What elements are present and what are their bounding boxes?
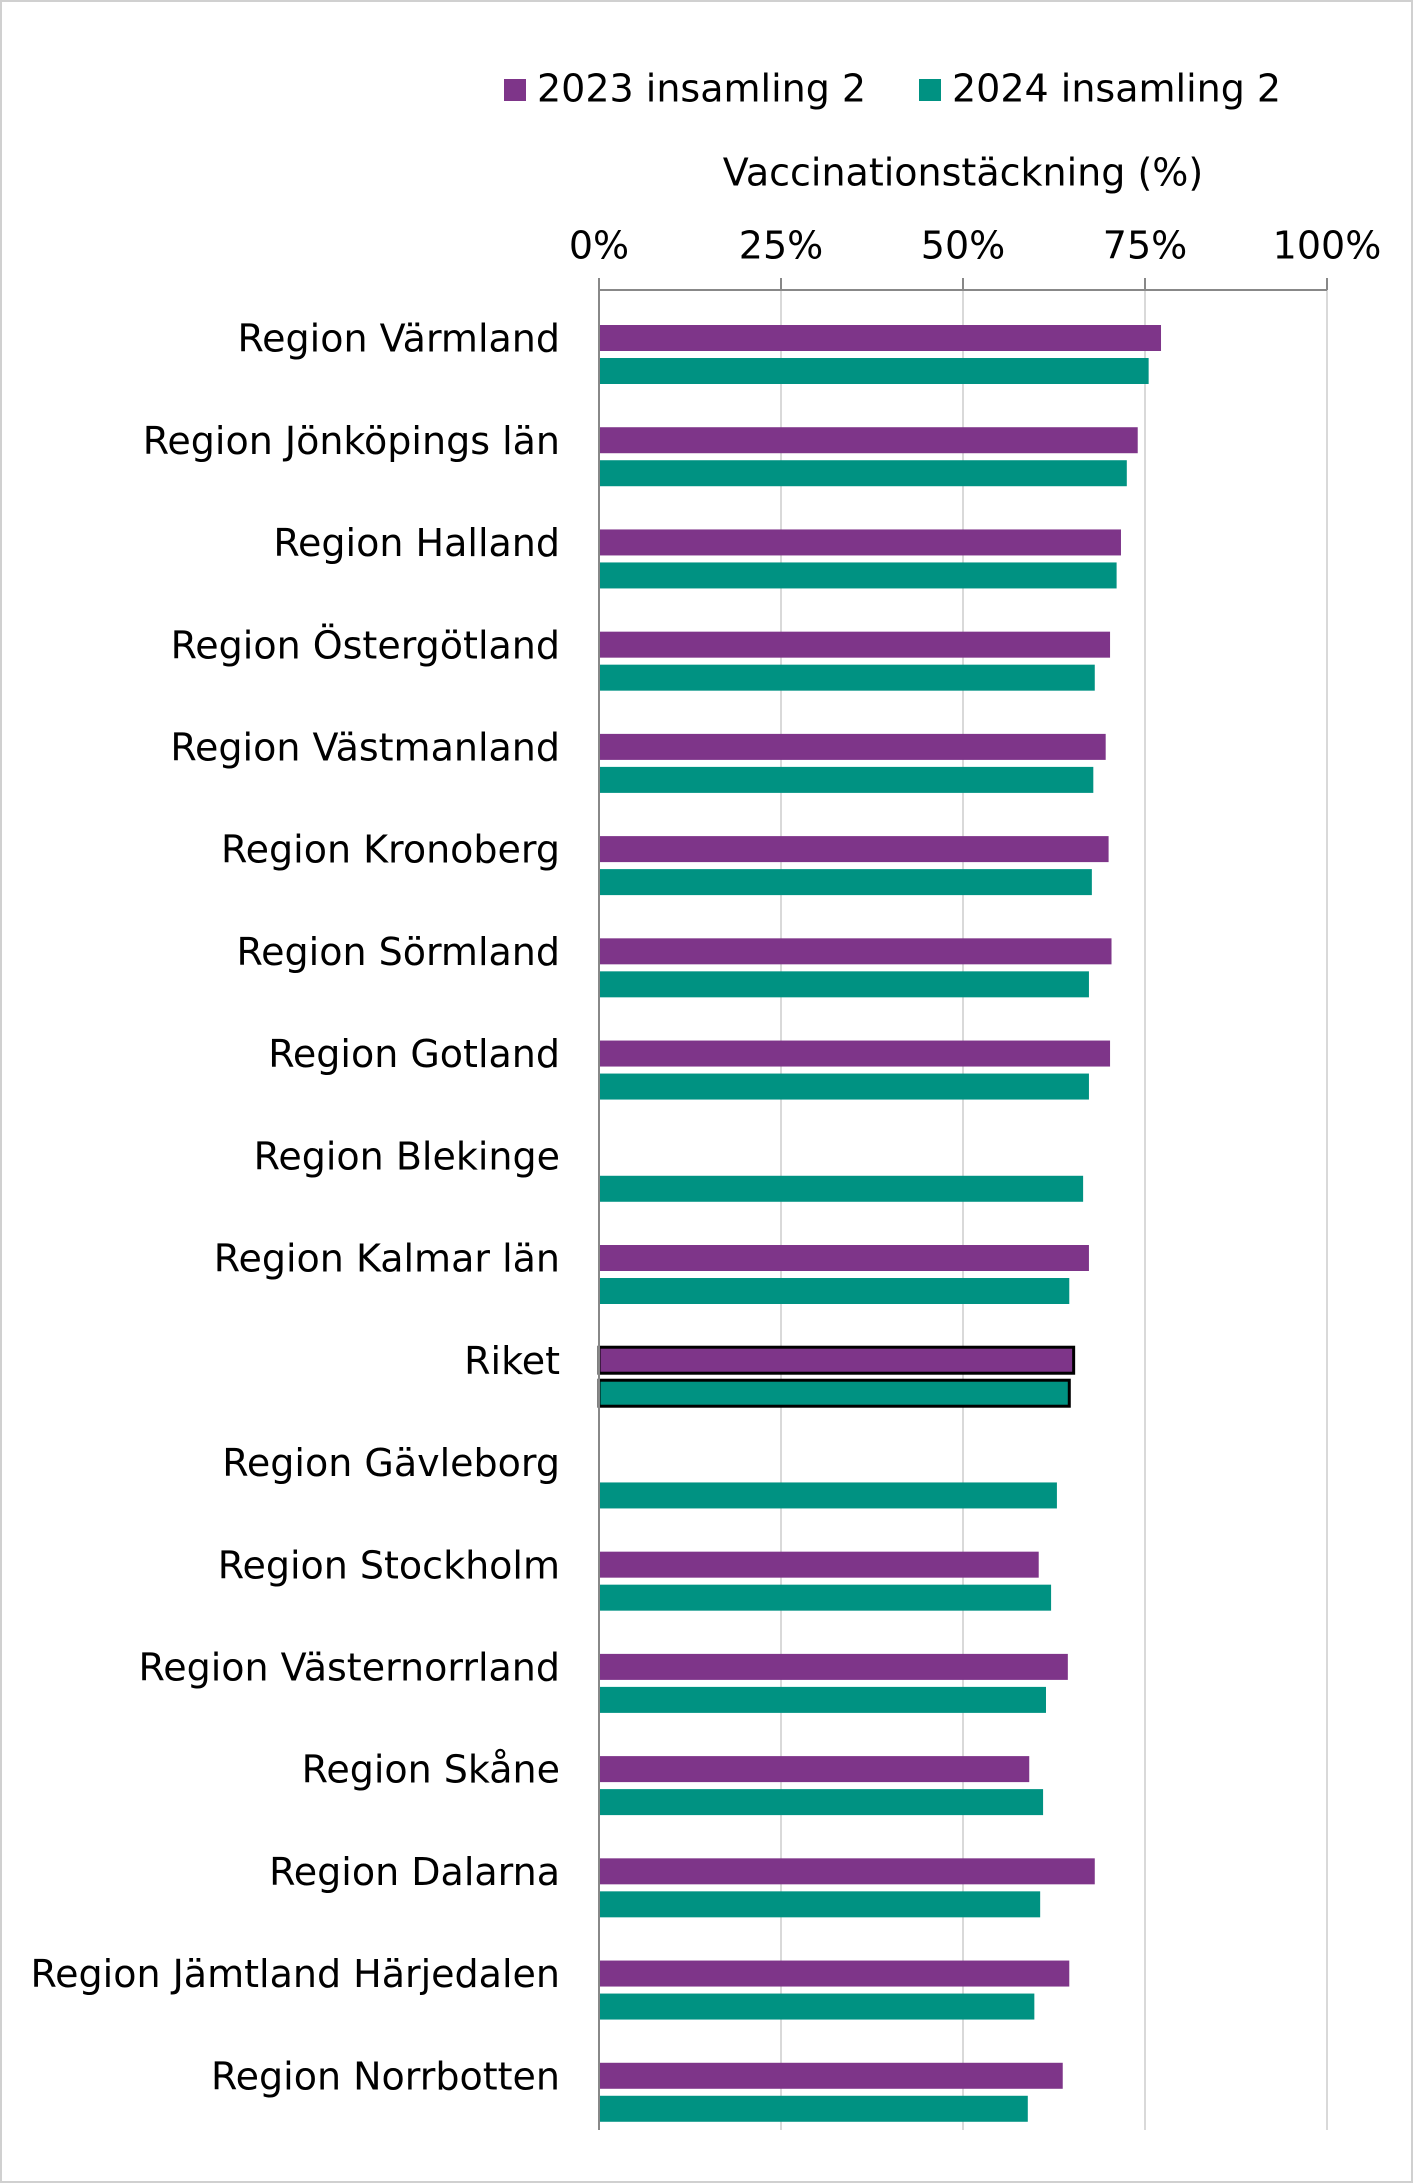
y-tick-label: Region Halland	[273, 521, 560, 565]
bar	[599, 1073, 1089, 1100]
bar	[599, 1245, 1089, 1271]
x-tick-label: 75%	[1103, 224, 1187, 268]
y-tick-label: Region Jämtland Härjedalen	[30, 1952, 560, 1996]
bar	[599, 1551, 1039, 1578]
bar	[599, 1960, 1070, 1987]
y-tick-label: Region Västmanland	[170, 726, 560, 770]
bar	[599, 733, 1106, 760]
bar	[597, 1378, 1071, 1408]
y-tick-label: Region Östergötland	[171, 623, 560, 667]
bar	[599, 2095, 1028, 2122]
y-tick-label: Region Skåne	[302, 1748, 560, 1792]
y-tick-label: Region Blekinge	[254, 1134, 560, 1178]
y-tick-label: Region Värmland	[237, 317, 560, 361]
y-tick-label: Riket	[464, 1339, 560, 1383]
axis-title: Vaccinationstäckning (%)	[723, 151, 1203, 195]
bar	[599, 562, 1117, 589]
legend-label: 2023 insamling 2	[537, 67, 866, 111]
x-tick-label: 50%	[921, 224, 1005, 268]
bar	[599, 836, 1109, 863]
y-tick-label: Region Kronoberg	[221, 828, 560, 872]
bar	[597, 1345, 1076, 1375]
bar	[599, 358, 1149, 384]
bar	[599, 1756, 1030, 1783]
bar	[599, 1040, 1111, 1067]
bar	[599, 2062, 1063, 2089]
bar	[599, 325, 1162, 351]
bar	[599, 938, 1112, 965]
x-tick-label: 100%	[1273, 224, 1382, 268]
bar	[599, 460, 1127, 487]
bar	[599, 971, 1089, 998]
bar	[599, 869, 1092, 896]
bar	[599, 631, 1111, 658]
bar	[599, 1686, 1046, 1713]
y-tick-label: Region Dalarna	[269, 1850, 560, 1894]
bar	[599, 1482, 1057, 1509]
bar	[599, 1858, 1095, 1885]
y-tick-label: Region Gotland	[268, 1032, 560, 1076]
bar	[599, 664, 1095, 691]
legend-swatch	[919, 79, 941, 101]
bar	[599, 1891, 1041, 1918]
y-tick-label: Region Norrbotten	[211, 2054, 560, 2098]
bar	[599, 1789, 1044, 1816]
legend-swatch	[504, 79, 526, 101]
x-tick-label: 0%	[569, 224, 629, 268]
x-tick-label: 25%	[739, 224, 823, 268]
bar	[599, 766, 1094, 793]
bar	[599, 427, 1138, 454]
y-tick-label: Region Västernorrland	[139, 1646, 561, 1690]
legend-label: 2024 insamling 2	[952, 67, 1281, 111]
bar	[599, 529, 1121, 556]
bar	[599, 1653, 1068, 1680]
y-tick-label: Region Jönköpings län	[143, 419, 560, 463]
y-tick-label: Region Stockholm	[218, 1543, 560, 1587]
bar	[599, 1993, 1035, 2020]
bar	[599, 1584, 1052, 1611]
y-tick-label: Region Gävleborg	[222, 1441, 560, 1485]
y-tick-label: Region Sörmland	[236, 930, 560, 974]
bar	[599, 1278, 1070, 1304]
y-tick-label: Region Kalmar län	[214, 1237, 560, 1281]
bar	[599, 1175, 1084, 1202]
